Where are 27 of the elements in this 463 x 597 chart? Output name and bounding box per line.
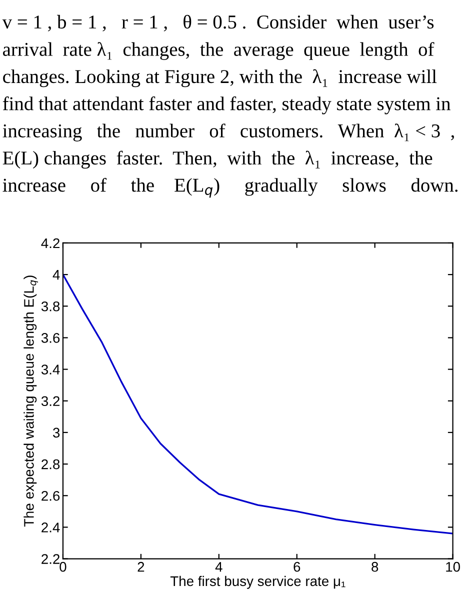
line-series [62, 274, 453, 534]
y-tick-label: 2.8 [42, 459, 60, 470]
y-tick-label: 4.2 [41, 238, 60, 248]
y-tick-label: 3 [52, 428, 60, 438]
y-tick-label: 2.4 [42, 522, 60, 532]
y-tick-label: 3.2 [41, 396, 60, 406]
x-tick-label: 10 [446, 562, 460, 572]
y-tick-label: 3.4 [41, 364, 60, 374]
text: v = 1 , b = 1 , r = 1 , θ = 0.5 . Consider when user’s [2, 14, 434, 32]
y-tick-label: 2.6 [42, 490, 60, 501]
text: find that attendant faster and faster, steady state system in [2, 96, 450, 114]
text: changes. Looking at Figure 2, with the λ₁ increase will [3, 69, 437, 88]
y-tick-label: 2.2 [42, 554, 60, 564]
y-axis-title: The expected waiting queue length E(L$_{q}$) [24, 276, 38, 527]
y-tick-label: 3.8 [41, 301, 60, 312]
y-tick-label: 4 [52, 270, 60, 280]
text: E(L) changes faster. Then, with the λ₁ increase, the [2, 150, 432, 169]
x-tick-label: 8 [372, 562, 378, 572]
text: increasing the number of customers. When λ₁ < 3 , [2, 124, 454, 142]
x-tick-label: 4 [215, 562, 222, 572]
y-tick-label: 3.6 [41, 333, 60, 343]
x-tick-label: 6 [294, 562, 300, 572]
text: arrival rate λ₁ changes, the average queue length of [3, 42, 434, 60]
x-axis-title: The first busy service rate μ₁ [170, 576, 346, 589]
x-tick-label: 0 [60, 562, 66, 572]
text: increase of the E(L$_{q}$) gradually slows down. [2, 178, 458, 198]
x-tick-label: 2 [138, 562, 144, 572]
